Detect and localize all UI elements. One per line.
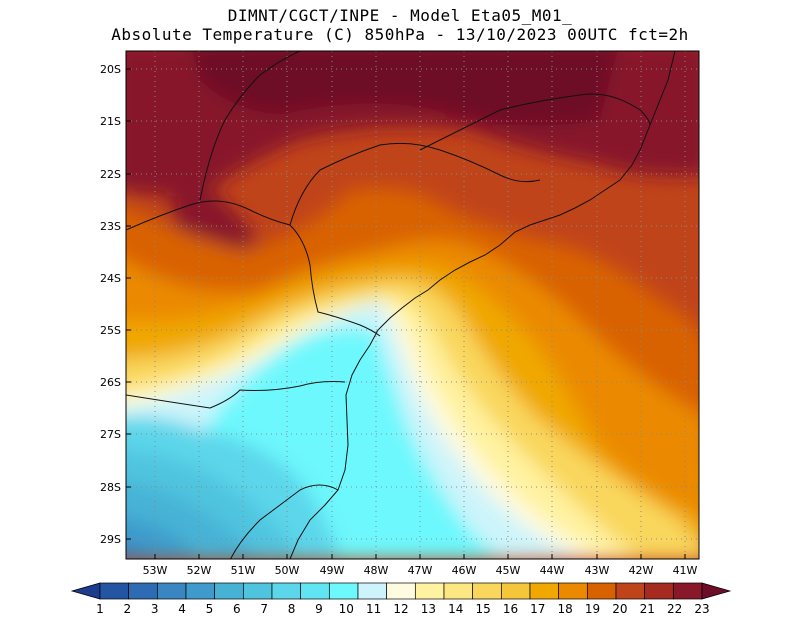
colorbar-label: 17 — [530, 602, 545, 616]
lon-label: 53W — [143, 564, 168, 577]
colorbar: 1 2 3 4 5 6 7 8 9 10 11 12 13 14 15 16 17 18 19 20 21 22 23 — [70, 582, 732, 616]
lon-label: 47W — [408, 564, 433, 577]
colorbar-label: 6 — [233, 602, 241, 616]
colorbar-swatch — [271, 582, 302, 600]
lat-label: 24S — [100, 272, 121, 285]
colorbar-label: 14 — [448, 602, 463, 616]
lat-label: 23S — [100, 220, 121, 233]
colorbar-swatch — [99, 582, 130, 600]
lon-label: 45W — [496, 564, 521, 577]
colorbar-label: 7 — [260, 602, 268, 616]
lat-label: 27S — [100, 428, 121, 441]
temperature-field — [126, 51, 699, 559]
colorbar-label: 5 — [206, 602, 214, 616]
colorbar-label: 9 — [315, 602, 323, 616]
colorbar-swatch — [300, 582, 330, 600]
lon-label: 51W — [231, 564, 256, 577]
colorbar-swatch — [214, 582, 244, 600]
lon-label: 42W — [629, 564, 654, 577]
colorbar-swatch — [672, 582, 703, 600]
colorbar-swatch — [615, 582, 646, 600]
colorbar-label: 1 — [96, 602, 104, 616]
colorbar-swatch — [500, 582, 531, 600]
colorbar-swatch — [529, 582, 560, 600]
colorbar-label: 10 — [339, 602, 354, 616]
lat-label: 21S — [100, 115, 121, 128]
longitude-labels: 53W 52W 51W 50W 49W 48W 47W 46W 45W 44W … — [143, 564, 698, 577]
colorbar-swatch — [128, 582, 158, 600]
colorbar-swatch — [586, 582, 617, 600]
colorbar-label: 23 — [694, 602, 709, 616]
lon-label: 44W — [540, 564, 565, 577]
colorbar-swatch — [357, 582, 388, 600]
colorbar-swatch — [472, 582, 502, 600]
colorbar-label: 21 — [640, 602, 655, 616]
colorbar-label: 15 — [475, 602, 490, 616]
lon-label: 48W — [364, 564, 389, 577]
colorbar-label: 19 — [585, 602, 600, 616]
colorbar-label: 2 — [124, 602, 132, 616]
colorbar-label: 22 — [667, 602, 682, 616]
colorbar-label: 13 — [421, 602, 436, 616]
colorbar-label: 20 — [612, 602, 627, 616]
colorbar-label: 8 — [288, 602, 296, 616]
colorbar-arrow-low — [70, 582, 101, 600]
colorbar-label: 4 — [178, 602, 186, 616]
lon-label: 50W — [275, 564, 300, 577]
lat-label: 28S — [100, 481, 121, 494]
colorbar-swatch — [443, 582, 474, 600]
coastline-borders — [126, 51, 676, 559]
tick-marks — [126, 68, 686, 559]
colorbar-label: 3 — [151, 602, 159, 616]
colorbar-swatch — [558, 582, 588, 600]
title-line-2: Absolute Temperature (C) 850hPa - 13/10/… — [111, 25, 689, 44]
lat-label: 25S — [100, 324, 121, 337]
colorbar-swatch — [242, 582, 273, 600]
colorbar-swatch — [328, 582, 359, 600]
colorbar-label: 18 — [558, 602, 573, 616]
lat-label: 20S — [100, 63, 121, 76]
lon-label: 49W — [320, 564, 345, 577]
map-frame — [125, 50, 700, 560]
lon-label: 43W — [585, 564, 610, 577]
lon-label: 46W — [452, 564, 477, 577]
title-line-1: DIMNT/CGCT/INPE - Model Eta05_M01_ — [227, 6, 573, 25]
graticule — [126, 51, 699, 559]
colorbar-swatch — [386, 582, 416, 600]
colorbar-label: 11 — [366, 602, 381, 616]
lat-label: 26S — [100, 376, 121, 389]
lon-label: 52W — [187, 564, 212, 577]
colorbar-swatch — [185, 582, 216, 600]
colorbar-swatch — [156, 582, 187, 600]
colorbar-label: 12 — [393, 602, 408, 616]
lon-label: 41W — [673, 564, 698, 577]
colorbar-arrow-high — [701, 582, 732, 600]
lat-label: 29S — [100, 533, 121, 546]
colorbar-swatch — [414, 582, 445, 600]
latitude-labels: 20S 21S 22S 23S 24S 25S 26S 27S 28S 29S — [100, 63, 121, 546]
colorbar-label: 16 — [503, 602, 518, 616]
lat-label: 22S — [100, 168, 121, 181]
colorbar-swatch — [644, 582, 674, 600]
